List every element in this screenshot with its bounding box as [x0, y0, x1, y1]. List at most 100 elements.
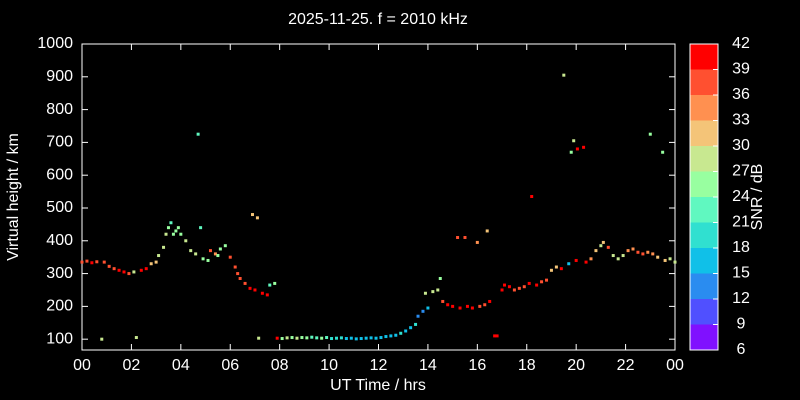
data-point — [179, 232, 183, 236]
colorbar-swatch — [690, 146, 718, 172]
data-point — [631, 247, 635, 251]
data-point — [144, 267, 148, 271]
colorbar-swatch — [690, 120, 718, 146]
data-point — [451, 304, 455, 308]
data-point — [554, 265, 558, 269]
data-point — [243, 281, 247, 285]
colorbar-swatch — [690, 69, 718, 95]
colorbar-swatch — [690, 324, 718, 350]
data-point — [265, 293, 269, 297]
data-point — [456, 236, 460, 240]
data-point — [166, 226, 170, 230]
data-point — [117, 268, 121, 272]
colorbar-swatch — [690, 273, 718, 299]
data-point — [208, 249, 212, 253]
data-point — [575, 147, 579, 151]
data-point — [483, 303, 487, 307]
data-point — [213, 252, 217, 256]
data-point — [189, 249, 193, 253]
data-point — [139, 268, 143, 272]
data-point — [436, 288, 440, 292]
data-point — [478, 304, 482, 308]
y-tick-label: 300 — [46, 265, 73, 282]
colorbar-tick-label: 39 — [732, 61, 750, 78]
data-point — [162, 245, 166, 249]
data-point — [295, 336, 299, 340]
data-point — [349, 336, 353, 340]
data-point — [275, 336, 279, 340]
colorbar-tick-label: 30 — [732, 137, 750, 154]
colorbar-tick-label: 36 — [732, 86, 750, 103]
colorbar-tick-label: 6 — [737, 341, 746, 358]
data-point — [339, 336, 343, 340]
data-point — [423, 291, 427, 295]
colorbar-tick-label: 18 — [732, 239, 750, 256]
data-point — [594, 249, 598, 253]
data-point — [310, 335, 314, 339]
data-point — [584, 260, 588, 264]
data-point — [255, 216, 259, 220]
y-tick-label: 600 — [46, 166, 73, 183]
y-tick-label: 100 — [46, 330, 73, 347]
colorbar-swatch — [690, 222, 718, 248]
data-point — [354, 337, 358, 341]
data-point — [426, 306, 430, 310]
data-point — [196, 132, 200, 136]
data-point — [485, 229, 489, 233]
data-point — [253, 288, 257, 292]
data-point — [601, 240, 605, 244]
data-point — [379, 336, 383, 340]
data-point — [540, 280, 544, 284]
data-point — [248, 286, 252, 290]
data-point — [567, 262, 571, 266]
colorbar-tick-label: 24 — [732, 188, 750, 205]
data-point — [416, 314, 420, 318]
data-point — [218, 247, 222, 251]
data-point — [364, 336, 368, 340]
y-tick-label: 400 — [46, 232, 73, 249]
data-point — [438, 277, 442, 281]
data-point — [100, 337, 104, 341]
data-point — [184, 239, 188, 243]
x-axis-label: UT Time / hrs — [330, 377, 426, 394]
colorbar-swatch — [690, 299, 718, 325]
x-tick-label: 02 — [123, 357, 141, 374]
y-tick-label: 200 — [46, 298, 73, 315]
data-point — [463, 236, 467, 240]
x-tick-label: 00 — [666, 357, 684, 374]
data-point — [169, 221, 173, 225]
colorbar-swatch — [690, 44, 718, 70]
x-tick-label: 22 — [617, 357, 635, 374]
colorbar-swatch — [690, 171, 718, 197]
data-point — [616, 257, 620, 261]
data-point — [199, 226, 203, 230]
data-point — [369, 336, 373, 340]
data-point — [305, 336, 309, 340]
x-tick-label: 16 — [468, 357, 486, 374]
data-point — [216, 254, 220, 258]
x-tick-label: 06 — [221, 357, 239, 374]
data-point — [656, 255, 660, 259]
data-point — [171, 232, 175, 236]
data-point — [507, 285, 511, 289]
y-axis-label: Virtual height / km — [5, 133, 22, 261]
x-tick-label: 14 — [419, 357, 437, 374]
data-point — [475, 240, 479, 244]
colorbar-tick-label: 42 — [732, 35, 750, 52]
data-point — [431, 290, 435, 294]
data-point — [606, 245, 610, 249]
data-point — [325, 336, 329, 340]
x-tick-label: 10 — [320, 357, 338, 374]
data-point — [206, 258, 210, 262]
chart-title: 2025-11-25. f = 2010 kHz — [288, 11, 468, 28]
data-point — [122, 270, 126, 274]
data-point — [409, 326, 413, 330]
data-point — [522, 285, 526, 289]
data-point — [250, 213, 254, 217]
data-point — [599, 244, 603, 248]
y-tick-label: 500 — [46, 199, 73, 216]
data-point — [562, 73, 566, 77]
x-tick-label: 18 — [518, 357, 536, 374]
